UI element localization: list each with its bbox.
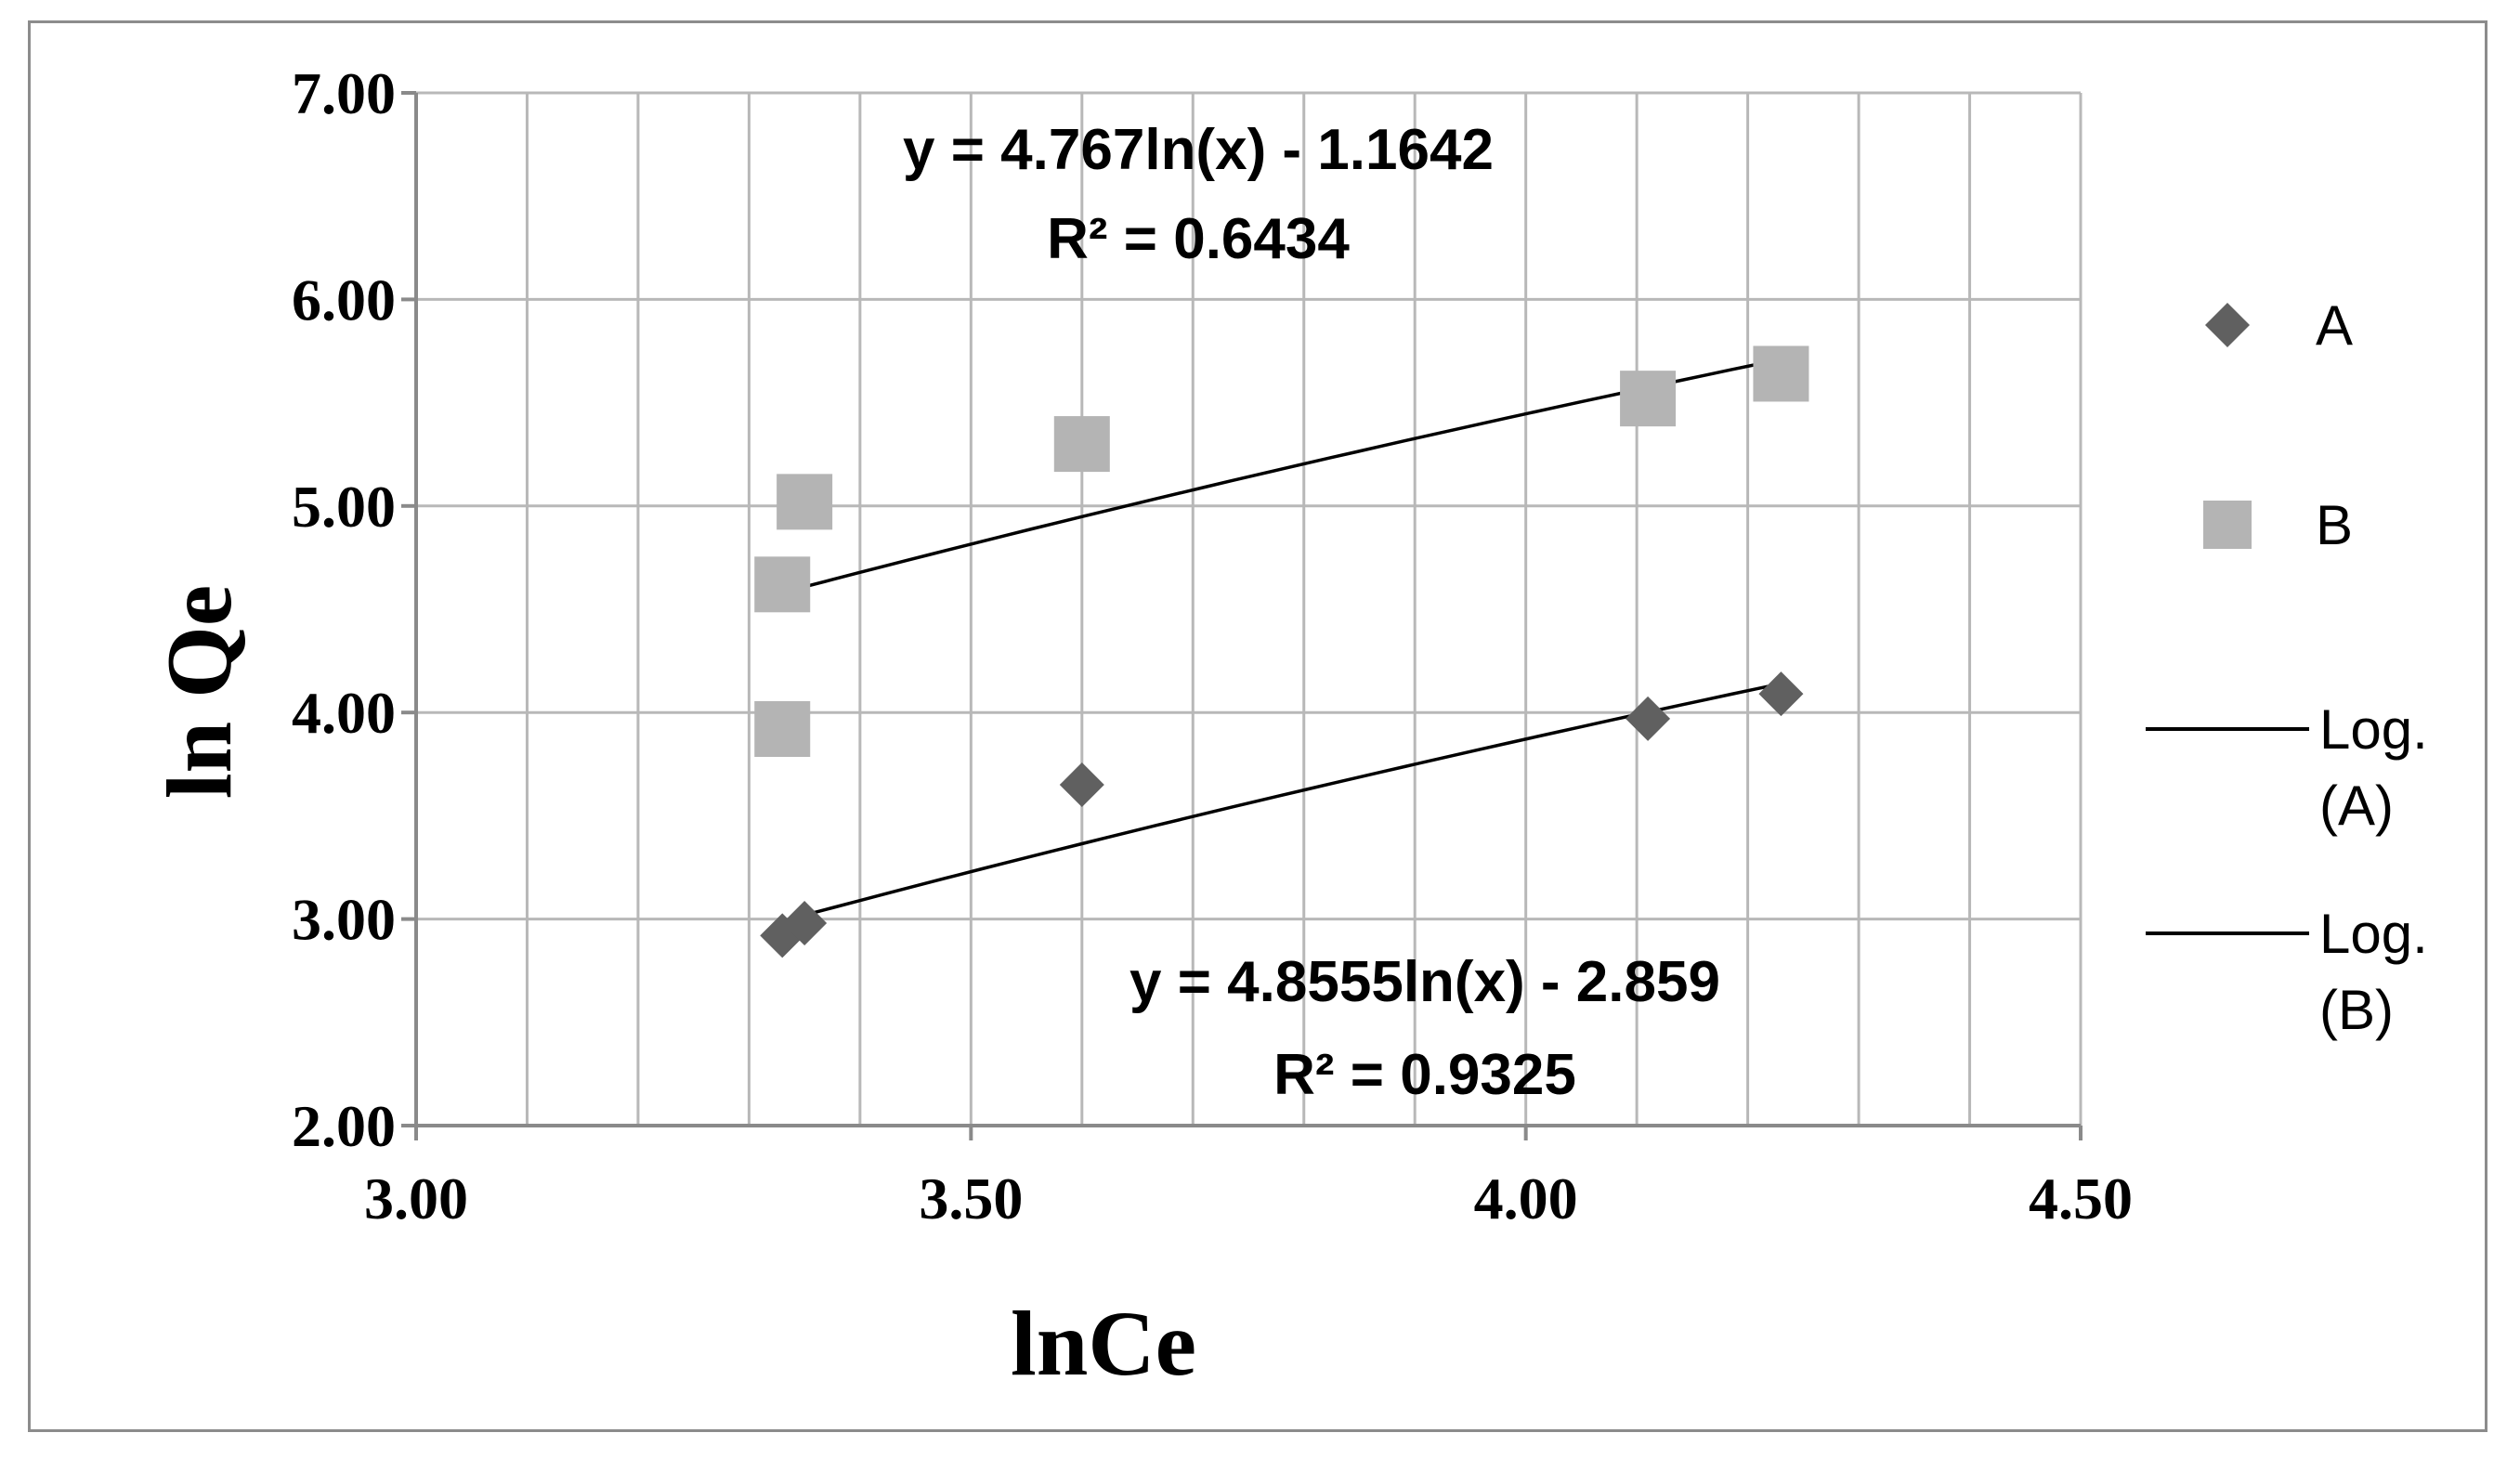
legend-label: (B) xyxy=(2319,979,2394,1041)
y-tick-label: 5.00 xyxy=(292,474,396,540)
legend-label: (A) xyxy=(2319,775,2394,837)
trendline-b-r2: R² = 0.6434 xyxy=(1047,207,1350,271)
point-b xyxy=(754,700,811,757)
y-tick-label: 2.00 xyxy=(292,1093,396,1159)
legend-marker-b xyxy=(2203,501,2252,549)
legend-label: B xyxy=(2316,494,2353,556)
point-b xyxy=(777,474,833,530)
trendline-b-equation: y = 4.767ln(x) - 1.1642 xyxy=(903,118,1494,182)
legend-label: Log. xyxy=(2319,698,2428,761)
y-tick-label: 3.00 xyxy=(292,887,396,953)
x-tick-label: 3.50 xyxy=(919,1166,1023,1231)
point-a xyxy=(782,901,828,946)
y-tick-label: 6.00 xyxy=(292,267,396,332)
tick-labels: 2.00 3.00 4.00 5.00 6.00 7.00 3.00 3.50 4.00 4.50 xyxy=(292,60,2133,1231)
legend: A B Log. (A) Log. (B) xyxy=(2146,294,2428,1041)
x-tick-label: 3.00 xyxy=(364,1166,468,1231)
x-tick-label: 4.50 xyxy=(2029,1166,2133,1231)
x-axis-title: lnCe xyxy=(1011,1292,1196,1395)
point-a xyxy=(1758,671,1804,717)
equation-labels: y = 4.767ln(x) - 1.1642 R² = 0.6434 y = … xyxy=(903,118,1720,1107)
axes xyxy=(401,91,2083,1140)
trendlines xyxy=(781,358,1782,923)
y-axis-title: ln Qe xyxy=(148,585,251,800)
data-points xyxy=(754,345,1809,958)
point-b xyxy=(754,556,811,613)
point-a xyxy=(1626,696,1671,741)
trendline-a xyxy=(781,682,1782,923)
point-b xyxy=(1620,371,1677,427)
trendline-b xyxy=(781,358,1782,594)
chart-frame xyxy=(28,20,2487,1432)
y-tick-label: 4.00 xyxy=(292,680,396,746)
point-b xyxy=(1053,416,1110,473)
point-b xyxy=(1753,345,1809,402)
point-a xyxy=(1059,762,1104,808)
trendline-a-r2: R² = 0.9325 xyxy=(1273,1043,1576,1107)
legend-marker-a xyxy=(2205,303,2250,347)
axis-titles: lnCe ln Qe xyxy=(148,585,1196,1395)
x-tick-label: 4.00 xyxy=(1474,1166,1578,1231)
trendline-a-equation: y = 4.8555ln(x) - 2.859 xyxy=(1129,950,1720,1014)
y-tick-label: 7.00 xyxy=(292,60,396,126)
legend-label: Log. xyxy=(2319,903,2428,965)
legend-label: A xyxy=(2316,294,2353,357)
